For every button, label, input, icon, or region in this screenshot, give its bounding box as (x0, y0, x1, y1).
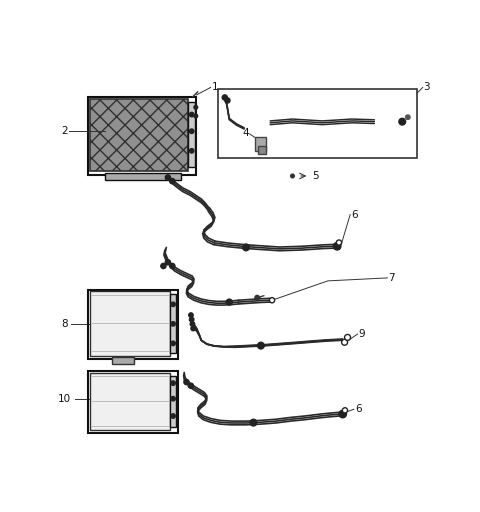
Text: 1: 1 (211, 82, 218, 93)
Circle shape (194, 114, 198, 118)
Circle shape (190, 112, 194, 117)
Circle shape (406, 115, 410, 119)
Text: 8: 8 (61, 319, 68, 329)
Circle shape (342, 408, 348, 413)
Bar (255, 137, 266, 151)
Bar (170, 294, 177, 353)
Circle shape (171, 341, 175, 346)
Text: 7: 7 (388, 273, 395, 283)
Circle shape (161, 263, 166, 269)
Circle shape (269, 297, 275, 303)
Text: 9: 9 (359, 329, 365, 339)
Text: 10: 10 (58, 394, 71, 403)
Circle shape (336, 240, 342, 245)
Circle shape (243, 244, 249, 251)
Circle shape (194, 105, 198, 109)
Circle shape (191, 326, 195, 331)
Bar (112, 357, 134, 364)
Circle shape (190, 317, 194, 322)
Bar (90, 99, 188, 171)
Text: 6: 6 (351, 210, 358, 220)
Bar (218, 89, 417, 158)
Circle shape (184, 379, 189, 385)
Bar (88, 290, 178, 359)
Circle shape (226, 299, 232, 305)
Circle shape (222, 95, 228, 100)
Bar (188, 102, 195, 167)
Circle shape (345, 334, 350, 340)
Circle shape (250, 419, 257, 426)
Circle shape (171, 381, 175, 386)
Circle shape (334, 243, 341, 250)
Circle shape (190, 148, 194, 153)
Circle shape (165, 175, 170, 180)
Bar (90, 291, 170, 356)
Circle shape (342, 339, 348, 345)
Text: 2: 2 (61, 126, 67, 136)
Circle shape (165, 260, 170, 265)
Circle shape (171, 322, 175, 326)
Circle shape (189, 313, 193, 317)
Circle shape (190, 129, 194, 134)
Bar (88, 371, 178, 433)
Circle shape (170, 179, 175, 184)
Circle shape (290, 174, 294, 178)
Circle shape (399, 118, 406, 125)
Text: 3: 3 (423, 82, 430, 93)
Circle shape (258, 342, 264, 349)
Bar (88, 97, 196, 175)
Circle shape (188, 383, 193, 389)
Bar (105, 173, 181, 180)
Text: 5: 5 (312, 171, 319, 181)
Bar (258, 146, 266, 154)
Circle shape (225, 98, 230, 103)
Circle shape (190, 322, 195, 326)
Bar (90, 373, 170, 431)
Circle shape (339, 410, 347, 418)
Bar (170, 376, 177, 428)
Text: 4: 4 (242, 128, 249, 138)
Circle shape (255, 295, 259, 300)
Circle shape (170, 263, 175, 269)
Circle shape (171, 414, 175, 418)
Text: 6: 6 (355, 404, 361, 414)
Circle shape (171, 396, 175, 401)
Circle shape (171, 302, 175, 307)
